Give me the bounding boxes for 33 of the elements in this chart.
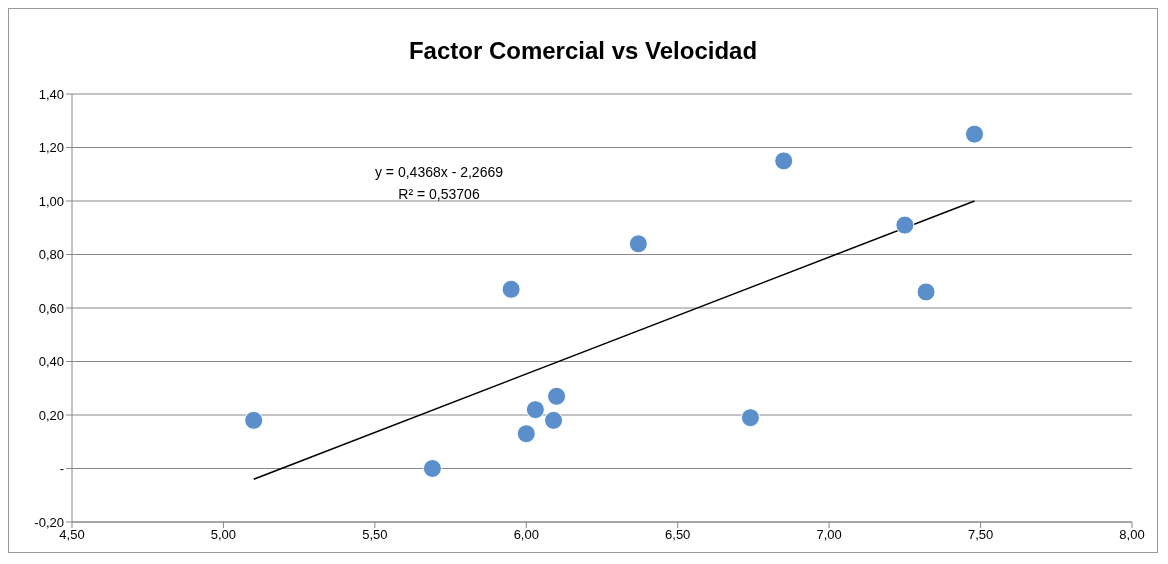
point [628,234,648,254]
x-tick-label: 4,50 [59,527,85,543]
point [525,400,545,420]
point [547,386,567,406]
annotation: R² = 0,53706 [397,186,481,202]
y-tick-label: 1,40 [38,86,64,102]
point [516,424,536,444]
point [422,459,442,478]
y-tick-label: - [59,461,64,477]
chart-title: Factor Comercial vs Velocidad [407,37,759,65]
y-tick-label: 0,20 [38,407,64,423]
x-tick-label: 7,00 [816,527,842,543]
y-tick-label: 0,60 [38,300,64,316]
point [916,282,936,302]
y-tick-label: 1,00 [38,193,64,209]
point [965,124,985,144]
y-tick-label: -0,20 [34,514,64,530]
point [740,408,760,428]
x-tick-label: 6,00 [513,527,539,543]
annotation: y = 0,4368x - 2,2669 [373,164,504,180]
y-tick-label: 1,20 [38,140,64,156]
x-tick-label: 6,50 [665,527,691,543]
point [544,410,564,430]
y-tick-label: 0,80 [38,247,64,263]
y-tick-label: 0,40 [38,354,64,370]
x-tick-label: 7,50 [967,527,994,543]
point [895,215,915,235]
x-tick-label: 5,50 [362,527,388,543]
point [501,279,521,299]
point [244,410,264,430]
point [774,151,794,171]
x-tick-label: 5,00 [210,527,237,543]
x-tick-label: 8,00 [1119,527,1145,543]
